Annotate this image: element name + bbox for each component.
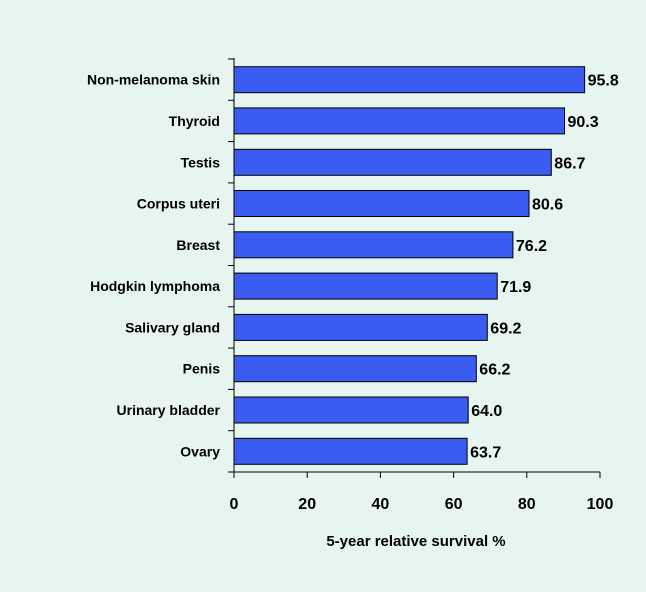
bar	[233, 272, 498, 300]
data-label: 69.2	[490, 320, 521, 337]
bar	[233, 313, 488, 341]
x-axis-title: 5-year relative survival %	[326, 533, 505, 550]
data-label: 95.8	[588, 73, 619, 90]
category-label: Hodgkin lymphoma	[90, 278, 220, 294]
data-label: 64.0	[471, 403, 502, 420]
x-tick-label: 20	[298, 496, 316, 513]
value-label-group: 95.8 90.3 86.7 80.6 76.2 71.9 69.2 66.2 64.0 63.7	[470, 73, 619, 462]
bar-group	[233, 66, 586, 465]
x-tick-label: 100	[587, 496, 614, 513]
x-tick-group: 0 20 40 60 80 100	[230, 472, 614, 513]
data-label: 86.7	[554, 155, 585, 172]
category-label-group: Non-melanoma skin Thyroid Testis Corpus ute…	[87, 72, 221, 460]
x-tick-label: 60	[445, 496, 463, 513]
x-tick-label: 40	[372, 496, 390, 513]
category-label: Thyroid	[169, 113, 220, 129]
data-label: 63.7	[470, 444, 501, 461]
category-label: Ovary	[180, 443, 220, 459]
category-label: Salivary gland	[125, 319, 220, 335]
bar	[233, 396, 469, 424]
data-label: 76.2	[516, 238, 547, 255]
category-label: Non-melanoma skin	[87, 72, 220, 88]
data-label: 71.9	[500, 279, 531, 296]
category-label: Urinary bladder	[117, 402, 221, 418]
data-label: 80.6	[532, 197, 563, 214]
bar	[233, 355, 477, 383]
bar	[233, 148, 552, 176]
category-label: Testis	[181, 154, 221, 170]
x-tick-label: 0	[230, 496, 239, 513]
data-label: 66.2	[479, 362, 510, 379]
bar	[233, 190, 530, 217]
axes-group	[228, 58, 600, 473]
x-tick-label: 80	[518, 496, 536, 513]
bar	[233, 231, 514, 259]
data-label: 90.3	[568, 114, 599, 131]
bar	[233, 107, 565, 135]
bar	[233, 437, 468, 465]
category-label: Corpus uteri	[137, 196, 220, 212]
bar	[233, 66, 586, 94]
category-label: Breast	[176, 237, 220, 253]
category-label: Penis	[183, 361, 221, 377]
